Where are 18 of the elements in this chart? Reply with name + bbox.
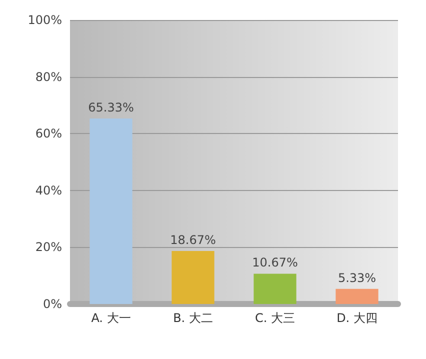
x-tick-label: B. 大二	[173, 311, 213, 325]
y-tick-label: 20%	[35, 240, 62, 254]
y-tick-label: 80%	[35, 70, 62, 84]
bar	[90, 118, 132, 304]
data-label: 10.67%	[252, 256, 298, 270]
data-label: 65.33%	[88, 100, 134, 114]
bar	[172, 250, 214, 304]
x-tick-label: C. 大三	[254, 311, 296, 325]
x-tick-label: D. 大四	[336, 311, 378, 325]
x-tick-label: A. 大一	[91, 311, 131, 325]
data-label: 18.67%	[170, 232, 216, 247]
bar	[336, 288, 378, 304]
bar	[254, 274, 296, 304]
y-tick-label: 40%	[35, 183, 62, 198]
y-tick-label: 60%	[35, 126, 62, 141]
data-label: 5.33%	[338, 270, 376, 285]
y-tick-label: 100%	[28, 13, 62, 27]
y-tick-label: 0%	[42, 297, 62, 311]
